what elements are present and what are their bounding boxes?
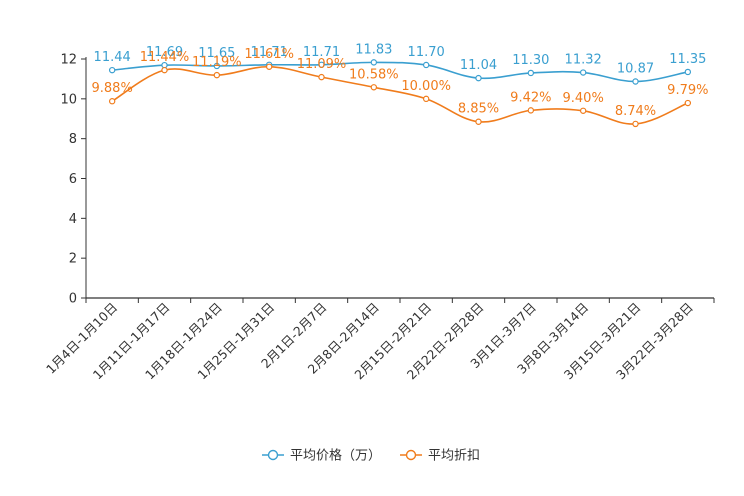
series-2-point (475, 118, 482, 125)
series-2-data-label: 11.44% (140, 50, 190, 65)
legend-item-1[interactable]: 平均价格（万） (262, 448, 381, 464)
series-2-data-label: 11.61% (244, 47, 294, 62)
series-2-point (265, 63, 273, 70)
series-2-data-label: 8.85% (458, 102, 499, 117)
legend-label: 平均折扣 (428, 449, 480, 464)
series-line-2 (111, 65, 689, 125)
series-2-data-label: 9.88% (92, 81, 133, 96)
series-2-point (318, 73, 325, 81)
series-1-data-label: 11.69 (146, 45, 183, 60)
series-1-point (632, 78, 639, 85)
series-2-point (632, 120, 639, 128)
y-tick-label: 8 (69, 132, 77, 147)
axes: 0246810121月4日-1月10日1月11日-1月17日1月18日-1月24… (43, 53, 715, 382)
series-1-data-label: 11.70 (408, 45, 445, 60)
series-2-point (422, 95, 430, 103)
series-2-data-label: 9.42% (510, 90, 551, 105)
y-tick-label: 4 (69, 212, 77, 227)
series-1-point (527, 69, 535, 77)
series-2-point (108, 98, 116, 105)
series-1-data-label: 10.87 (617, 62, 654, 77)
series-1-point (684, 68, 692, 76)
series-1-data-label: 11.04 (460, 58, 497, 73)
series-2-point (684, 99, 692, 107)
y-tick-label: 6 (69, 172, 77, 187)
data-labels: 11.44 11.69 11.65 11.71 11.71 11.83 11.70 11.04… (92, 42, 709, 119)
series-2-data-label: 11.09% (297, 57, 347, 72)
y-tick-label: 10 (60, 92, 77, 107)
series-1-data-label: 11.44 (94, 50, 131, 65)
series-2-point (579, 107, 587, 114)
y-tick-label: 0 (69, 292, 77, 307)
legend-marker (267, 449, 279, 461)
series-2-data-label: 8.74% (615, 104, 656, 119)
series-1-data-label: 11.30 (512, 53, 549, 68)
series-line-1 (112, 61, 688, 83)
legend-label: 平均价格（万） (290, 448, 381, 464)
series-1-point (370, 59, 378, 66)
series-2-point (161, 66, 168, 74)
series-1-data-label: 11.83 (355, 42, 392, 57)
series-layer (108, 59, 692, 128)
y-tick-label: 2 (69, 252, 77, 267)
legend[interactable]: 平均价格（万） 平均折扣 (262, 448, 480, 464)
series-2-data-label: 11.19% (192, 55, 242, 70)
series-2-data-label: 10.58% (349, 67, 399, 82)
series-1-point (108, 66, 116, 74)
y-tick-label: 12 (60, 53, 77, 68)
series-1-data-label: 11.32 (565, 53, 602, 68)
legend-item-2[interactable]: 平均折扣 (400, 449, 480, 464)
legend-marker (405, 449, 417, 461)
series-1-data-label: 11.71 (251, 45, 288, 60)
series-1-point (579, 69, 587, 76)
series-1-data-label: 11.71 (303, 45, 340, 60)
series-1-point (213, 62, 221, 70)
series-2-data-label: 9.40% (563, 91, 604, 106)
series-2-data-label: 10.00% (401, 79, 451, 94)
series-2-point (370, 84, 378, 91)
series-1-point (475, 74, 482, 82)
series-1-data-label: 11.65 (198, 46, 235, 61)
series-1-point (318, 61, 325, 68)
series-2-data-label: 9.79% (667, 83, 708, 98)
series-1-data-label: 11.35 (669, 52, 706, 67)
series-1-point (422, 61, 430, 69)
series-2-point (527, 107, 535, 114)
series-2-point (213, 71, 221, 79)
